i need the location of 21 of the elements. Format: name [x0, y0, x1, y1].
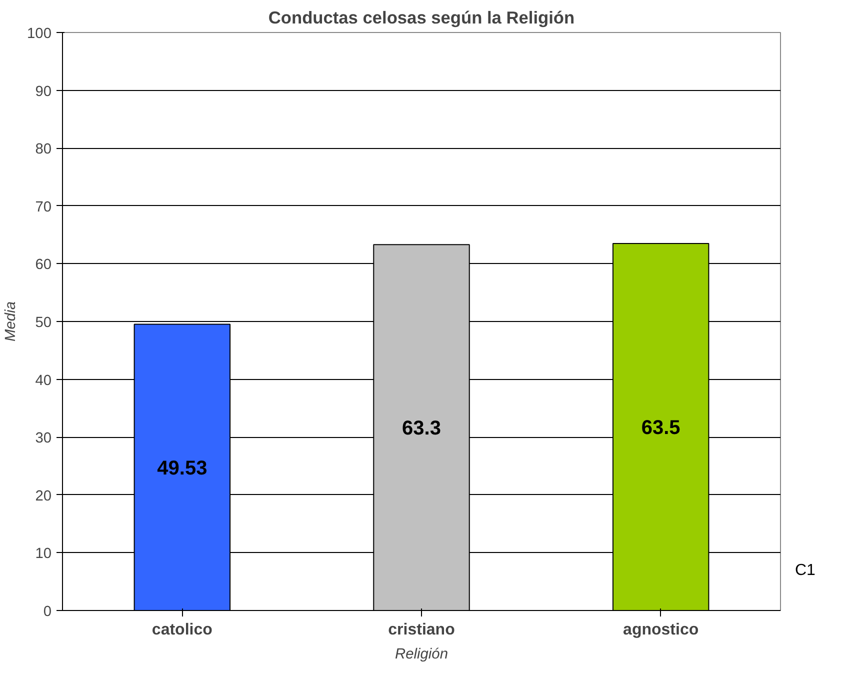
y-axis-title: Media: [3, 302, 20, 342]
y-tick-label: 20: [35, 488, 52, 504]
y-tick-label: 50: [35, 315, 52, 331]
x-axis-title: Religión: [395, 646, 448, 662]
y-tick-label: 30: [35, 430, 52, 447]
y-tick-label: 40: [35, 372, 52, 389]
y-tick-label: 80: [35, 142, 52, 158]
y-tick-label: 70: [35, 199, 52, 216]
x-tick-label: cristiano: [388, 622, 456, 638]
chart-title: Conductas celosas según la Religión: [268, 8, 575, 28]
y-tick-label: 100: [27, 26, 52, 42]
data-label: 49.53: [157, 457, 208, 480]
text: C1: [795, 561, 816, 581]
x-tick-label: catolico: [152, 622, 213, 638]
y-tick-label: 0: [43, 604, 52, 620]
y-tick-label: 60: [35, 257, 52, 274]
y-tick-label: 10: [35, 546, 52, 562]
data-label: 63.3: [402, 418, 441, 440]
x-tick-label: agnostico: [623, 622, 699, 638]
y-tick-label: 90: [35, 84, 52, 100]
data-label: 63.5: [641, 416, 680, 439]
